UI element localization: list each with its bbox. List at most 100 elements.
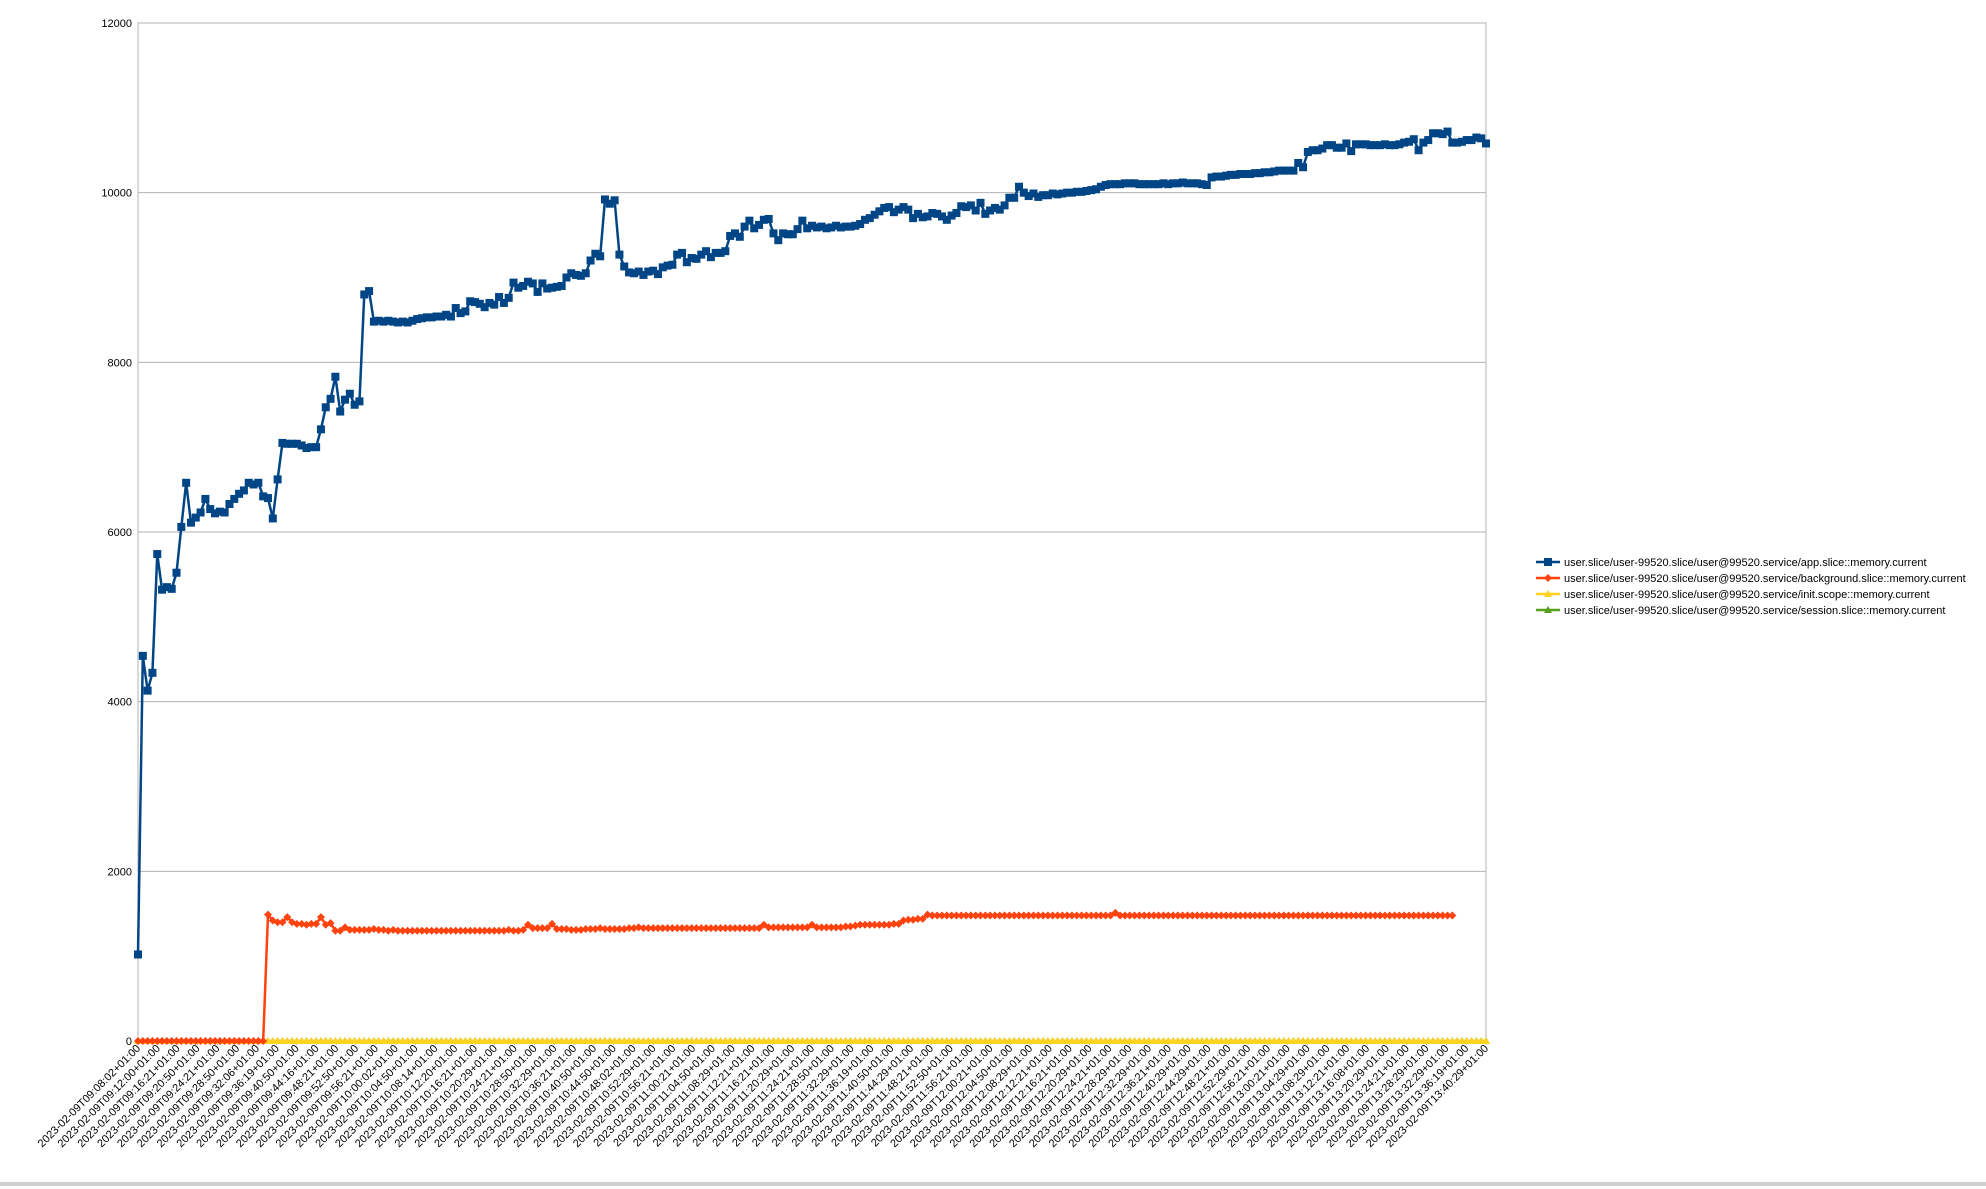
data-point bbox=[1419, 138, 1428, 147]
data-point bbox=[1043, 191, 1052, 200]
data-point bbox=[148, 668, 157, 677]
data-point bbox=[389, 317, 398, 326]
data-point bbox=[774, 236, 783, 245]
data-point bbox=[947, 211, 956, 220]
data-point bbox=[1323, 141, 1332, 150]
data-point bbox=[1274, 166, 1283, 175]
data-point bbox=[1034, 911, 1043, 920]
data-point bbox=[870, 210, 879, 219]
data-point bbox=[1116, 911, 1125, 920]
data-point bbox=[894, 919, 903, 928]
data-point bbox=[639, 270, 648, 279]
data-point bbox=[316, 425, 325, 434]
data-point bbox=[490, 300, 499, 309]
data-point bbox=[548, 919, 557, 928]
data-point bbox=[196, 508, 205, 517]
data-point bbox=[490, 926, 499, 935]
data-point bbox=[374, 316, 383, 325]
data-point bbox=[1120, 179, 1129, 188]
data-point bbox=[1197, 911, 1206, 920]
data-point bbox=[1433, 911, 1442, 920]
data-point bbox=[856, 920, 865, 929]
data-point bbox=[254, 478, 263, 487]
data-point bbox=[687, 924, 696, 933]
data-point bbox=[495, 293, 504, 302]
data-point bbox=[523, 920, 532, 929]
data-point bbox=[1284, 166, 1293, 175]
data-point bbox=[1149, 180, 1158, 189]
data-point bbox=[1313, 146, 1322, 155]
data-point bbox=[966, 201, 975, 210]
x-tick-labels: 2023-02-09T09:08:02+01:002023-02-09T09:1… bbox=[36, 1041, 1491, 1150]
data-point bbox=[990, 911, 999, 920]
data-point bbox=[706, 253, 715, 262]
data-point bbox=[1433, 129, 1442, 138]
data-point bbox=[808, 221, 816, 230]
data-point bbox=[1347, 911, 1356, 920]
data-point bbox=[442, 310, 451, 319]
data-point bbox=[581, 269, 590, 278]
data-point bbox=[302, 444, 311, 453]
data-point bbox=[1193, 911, 1202, 920]
data-point bbox=[158, 585, 167, 594]
data-point bbox=[1010, 911, 1019, 920]
data-point bbox=[1270, 911, 1279, 920]
data-point bbox=[548, 283, 557, 292]
y-tick-label: 10000 bbox=[101, 188, 132, 200]
data-point bbox=[682, 924, 691, 933]
data-point bbox=[697, 250, 706, 259]
data-point bbox=[841, 922, 850, 931]
data-point bbox=[1140, 180, 1149, 189]
data-point bbox=[1034, 192, 1043, 201]
data-point bbox=[745, 216, 754, 225]
data-point bbox=[678, 248, 687, 257]
data-point bbox=[668, 924, 677, 933]
data-point bbox=[456, 309, 465, 318]
data-point bbox=[1337, 911, 1346, 920]
data-point bbox=[822, 224, 831, 233]
data-point bbox=[408, 316, 417, 325]
data-point bbox=[836, 223, 845, 232]
data-point bbox=[1145, 911, 1153, 920]
data-point bbox=[668, 260, 677, 269]
data-point bbox=[1472, 133, 1481, 142]
data-point bbox=[629, 269, 638, 278]
data-point bbox=[755, 924, 764, 933]
data-point bbox=[735, 924, 744, 933]
data-point bbox=[182, 1037, 191, 1045]
data-point bbox=[1448, 138, 1457, 147]
data-point bbox=[625, 924, 634, 933]
data-point bbox=[1135, 180, 1144, 189]
data-point bbox=[909, 214, 918, 223]
data-point bbox=[1207, 173, 1216, 182]
data-point bbox=[788, 230, 797, 239]
data-point bbox=[153, 550, 162, 559]
data-point bbox=[726, 231, 735, 240]
data-point bbox=[528, 924, 537, 933]
data-point bbox=[1438, 911, 1447, 920]
data-point bbox=[283, 439, 292, 448]
data-point bbox=[331, 926, 340, 935]
data-point bbox=[278, 438, 287, 447]
data-point bbox=[1303, 147, 1312, 156]
data-point bbox=[702, 924, 711, 933]
data-point bbox=[899, 203, 908, 212]
data-point bbox=[471, 298, 479, 307]
data-point bbox=[1236, 170, 1245, 179]
data-point bbox=[557, 281, 566, 290]
data-point bbox=[716, 924, 725, 933]
data-point bbox=[369, 317, 378, 326]
data-point bbox=[586, 925, 595, 934]
data-point bbox=[981, 209, 990, 218]
data-point bbox=[706, 924, 715, 933]
data-point bbox=[827, 923, 836, 932]
data-point bbox=[933, 911, 942, 920]
data-point bbox=[138, 1037, 147, 1045]
data-point bbox=[528, 279, 537, 288]
data-point bbox=[1063, 188, 1072, 197]
data-point bbox=[538, 279, 547, 288]
data-point bbox=[687, 253, 696, 262]
data-point bbox=[567, 269, 576, 278]
data-point bbox=[456, 926, 465, 935]
